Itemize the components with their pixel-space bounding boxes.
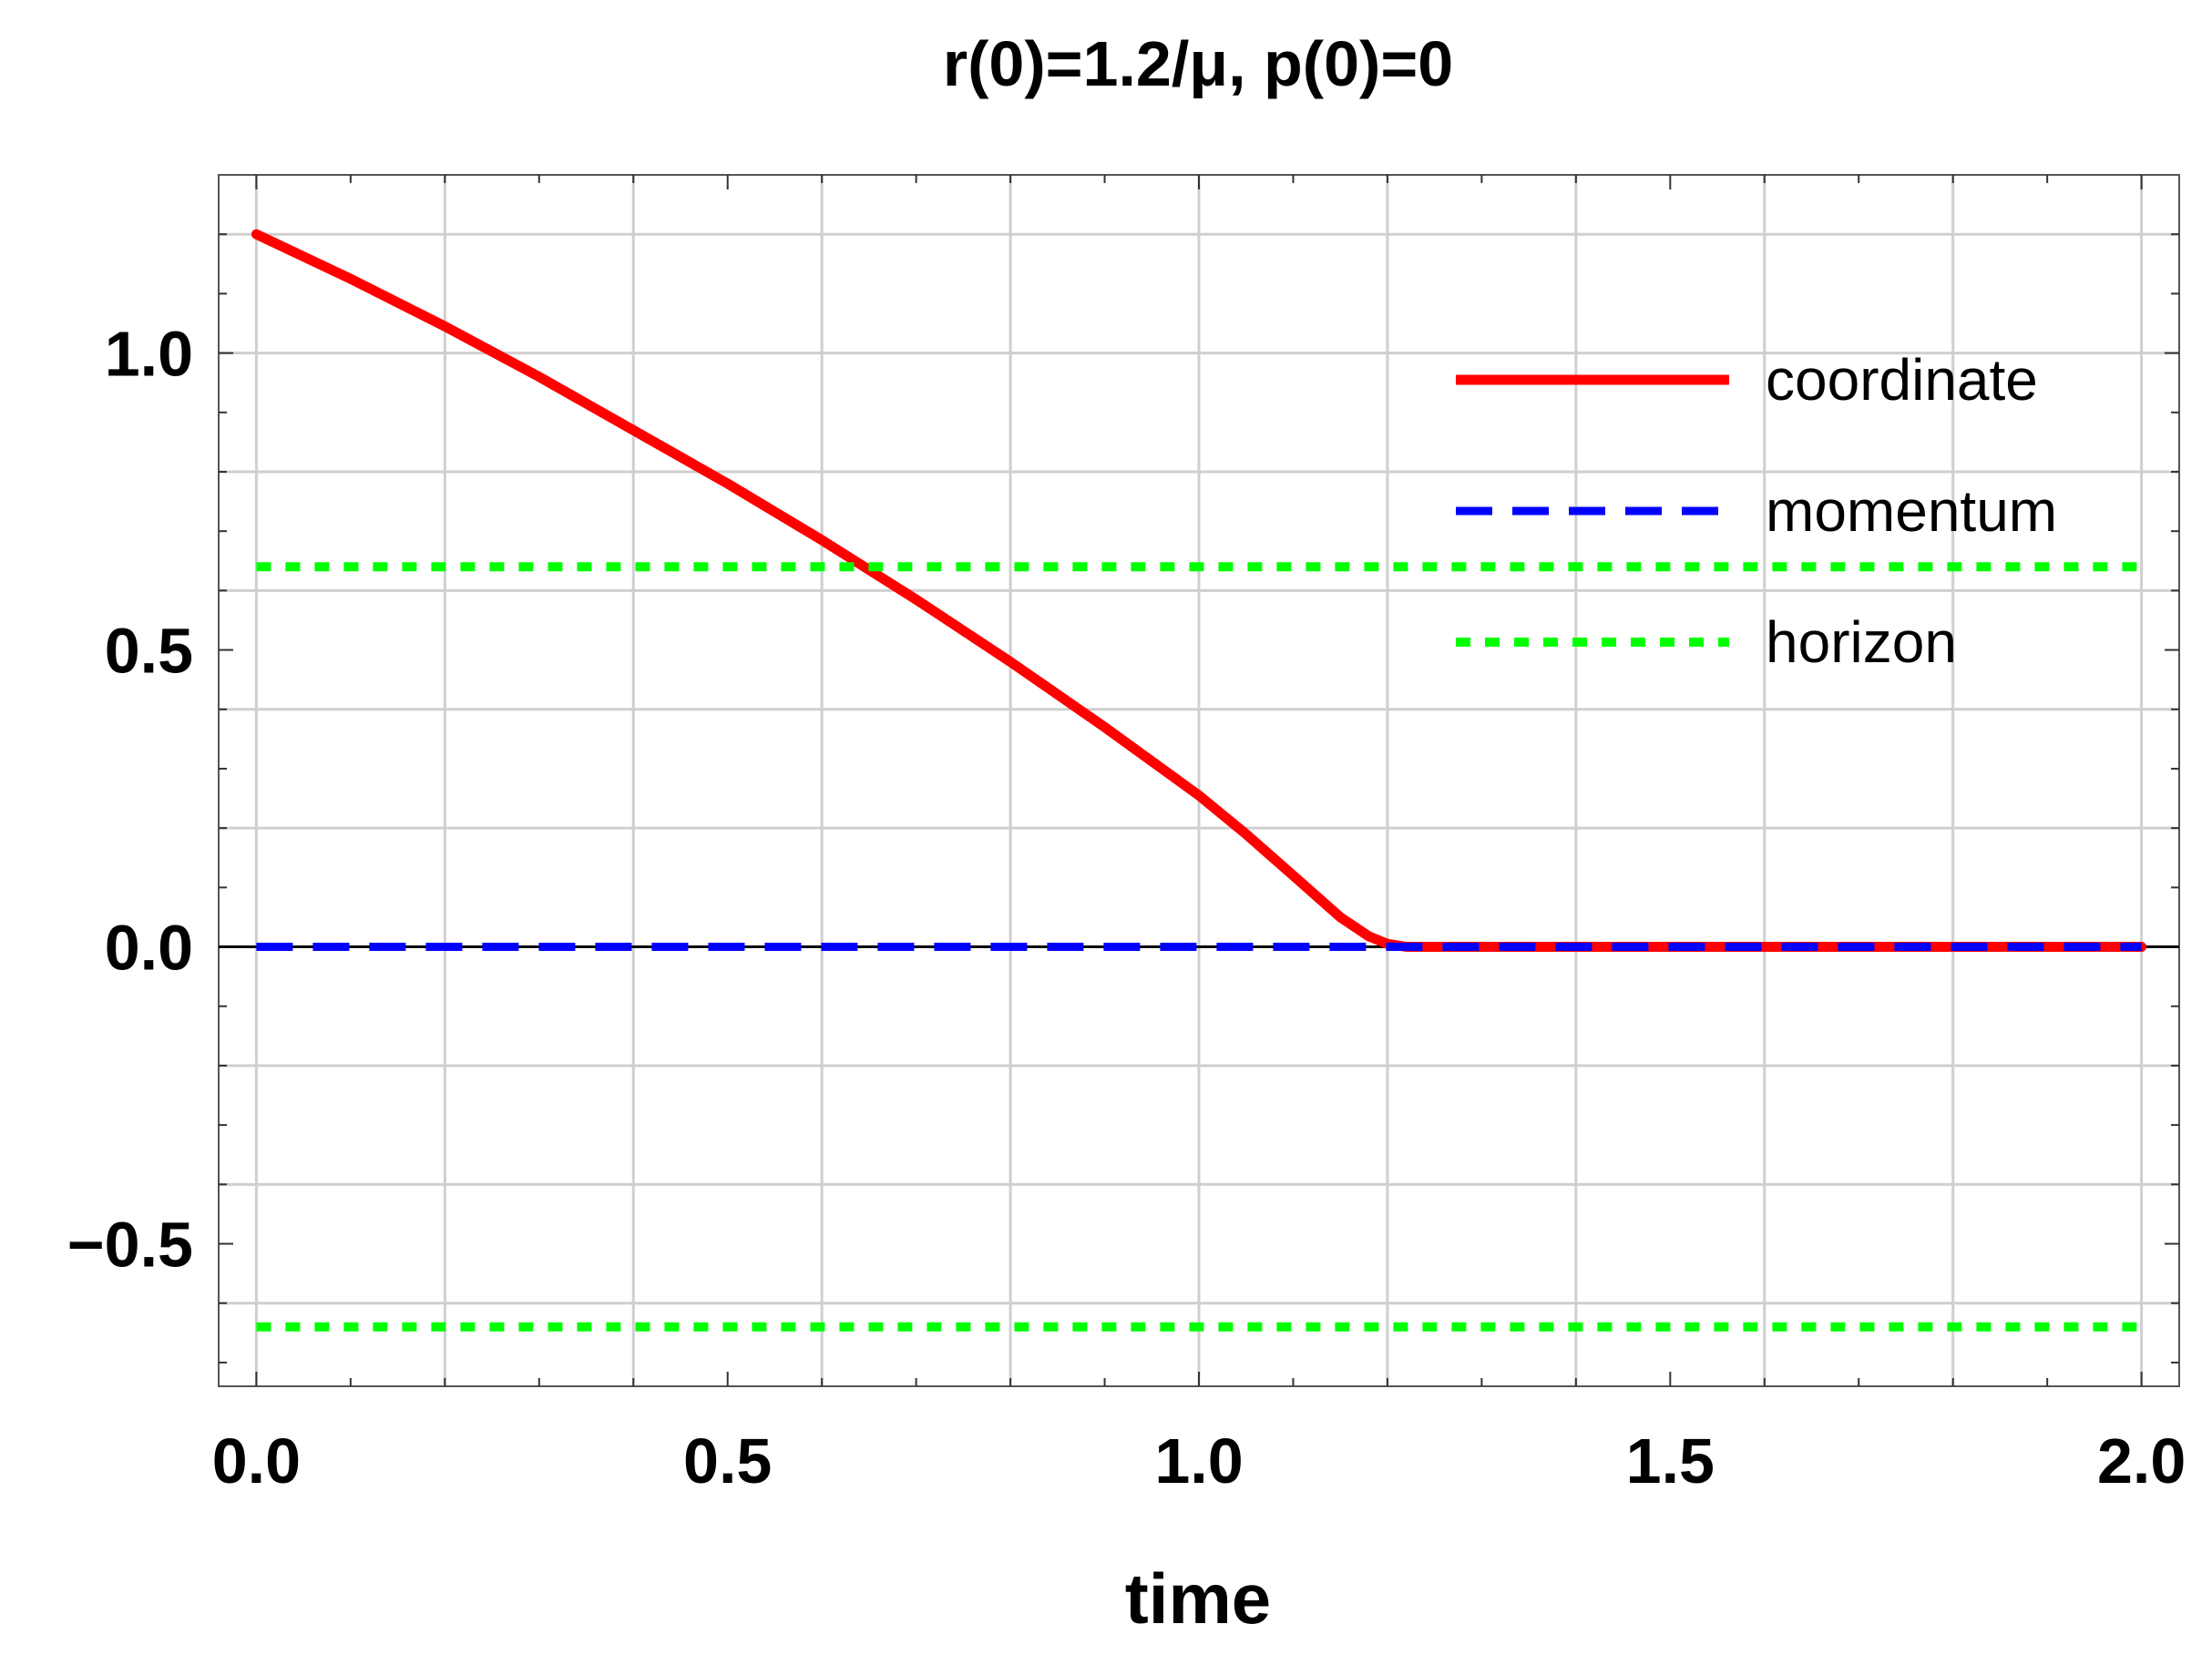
x-tick-label: 1.5: [1626, 1425, 1715, 1496]
axis-ticks: [219, 175, 2179, 1386]
y-tick-label: 0.5: [105, 616, 193, 687]
legend-label-momentum: momentum: [1766, 478, 2057, 544]
chart-title: r(0)=1.2/μ, p(0)=0: [943, 28, 1453, 99]
y-tick-label: 0.0: [105, 913, 193, 984]
legend: coordinate momentum horizon: [1456, 347, 2057, 675]
x-tick-label: 0.0: [212, 1425, 301, 1496]
x-tick-label: 0.5: [683, 1425, 772, 1496]
series-layer: [251, 229, 2147, 1332]
x-tick-label: 2.0: [2097, 1425, 2186, 1496]
y-tick-label: −0.5: [67, 1210, 193, 1281]
x-tick-label: 1.0: [1154, 1425, 1243, 1496]
y-tick-label: 1.0: [105, 319, 193, 390]
x-axis-title: time: [1125, 1558, 1271, 1639]
x-tick-labels: 0.0 0.5 1.0 1.5 2.0: [212, 1425, 2186, 1496]
grid: [219, 175, 2179, 1386]
legend-label-horizon: horizon: [1766, 609, 1957, 675]
y-tick-labels: −0.5 0.0 0.5 1.0: [67, 319, 193, 1281]
legend-label-coordinate: coordinate: [1766, 347, 2038, 413]
